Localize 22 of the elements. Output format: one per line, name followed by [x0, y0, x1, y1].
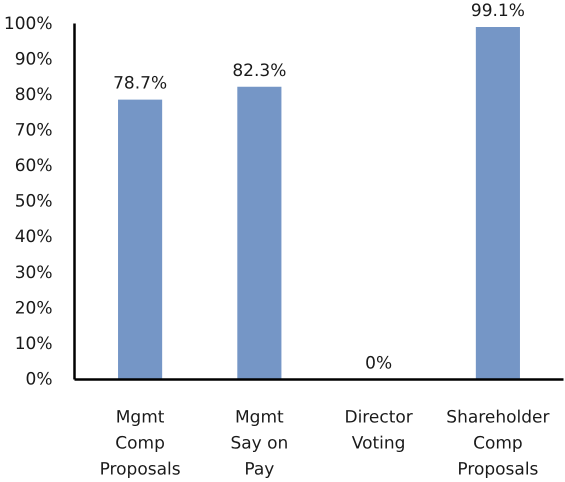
- x-tick-label: Mgmt Comp Proposals: [100, 408, 181, 480]
- y-tick-label: 0%: [26, 370, 53, 390]
- x-tick-label: Director Voting: [344, 408, 413, 454]
- bar: [476, 27, 520, 380]
- bar: [237, 86, 282, 380]
- y-tick-label: 50%: [14, 192, 53, 212]
- data-label: 0%: [365, 354, 392, 374]
- y-tick-label: 30%: [14, 262, 53, 283]
- data-label: 78.7%: [113, 74, 168, 94]
- y-tick-label: 10%: [14, 334, 53, 354]
- data-label: 99.1%: [470, 1, 525, 22]
- bar: [118, 100, 162, 380]
- y-tick-label: 90%: [14, 49, 53, 70]
- data-label: 82.3%: [232, 60, 286, 81]
- x-tick-label: Shareholder Comp Proposals: [446, 408, 550, 480]
- y-tick-label: 20%: [14, 298, 53, 318]
- y-tick-label: 40%: [14, 227, 53, 248]
- y-tick-label: 80%: [14, 84, 53, 105]
- y-tick-label: 100%: [4, 14, 53, 34]
- y-tick-label: 60%: [14, 156, 53, 176]
- x-tick-label: Mgmt Say on Pay: [230, 408, 288, 480]
- y-tick-label: 70%: [14, 120, 53, 141]
